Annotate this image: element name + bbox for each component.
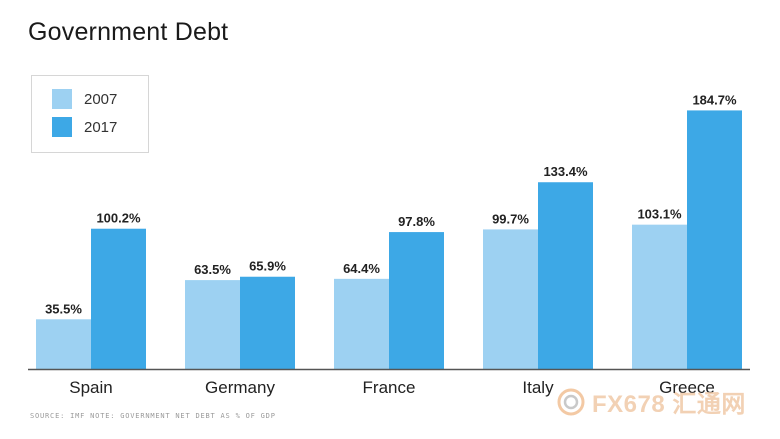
legend-label-2007: 2007 <box>84 90 118 108</box>
bar-spain-2017 <box>91 228 146 369</box>
data-label-spain-2007: 35.5% <box>45 301 82 316</box>
bar-italy-2017 <box>538 182 593 369</box>
data-label-greece-2007: 103.1% <box>637 207 682 222</box>
x-tick-label-italy: Italy <box>522 378 554 397</box>
watermark-text: FX678 汇通网 <box>592 391 746 418</box>
legend-swatch-2007 <box>52 89 72 109</box>
data-label-greece-2017: 184.7% <box>692 92 737 107</box>
x-tick-label-spain: Spain <box>69 378 112 397</box>
bar-germany-2017 <box>240 276 295 369</box>
data-label-germany-2017: 65.9% <box>249 259 286 274</box>
x-tick-label-germany: Germany <box>205 378 275 397</box>
bar-spain-2007 <box>36 319 91 369</box>
watermark-logo-icon <box>557 388 585 415</box>
x-tick-label-france: France <box>363 378 416 397</box>
data-label-france-2007: 64.4% <box>343 261 380 276</box>
legend-item-2017: 2017 <box>52 117 117 137</box>
chart-title: Government Debt <box>28 18 229 46</box>
bar-greece-2007 <box>632 224 687 369</box>
legend-swatch-2017 <box>52 117 72 137</box>
source-note: SOURCE: IMF NOTE: GOVERNMENT NET DEBT AS… <box>30 412 276 420</box>
bar-greece-2017 <box>687 110 742 370</box>
legend-item-2007: 2007 <box>52 89 117 109</box>
data-label-italy-2017: 133.4% <box>543 164 588 179</box>
bar-italy-2007 <box>483 229 538 369</box>
watermark: FX678 汇通网 <box>556 384 746 419</box>
legend: 2007 2017 <box>31 75 149 153</box>
data-label-france-2017: 97.8% <box>398 214 435 229</box>
data-label-germany-2007: 63.5% <box>194 262 231 277</box>
x-tick-label-greece: Greece <box>659 378 715 397</box>
data-label-italy-2007: 99.7% <box>492 211 529 226</box>
bar-france-2007 <box>334 278 389 369</box>
data-label-spain-2017: 100.2% <box>96 211 141 226</box>
legend-label-2017: 2017 <box>84 118 118 136</box>
bar-germany-2007 <box>185 280 240 369</box>
bar-france-2017 <box>389 232 444 369</box>
